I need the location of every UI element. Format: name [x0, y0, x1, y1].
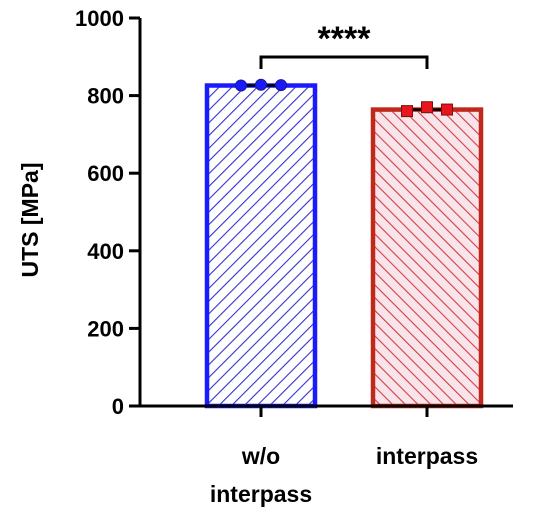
point-1-3 [275, 79, 287, 92]
bars [204, 83, 484, 409]
data-points [235, 78, 453, 118]
x-tick-label-line: interpass [210, 481, 312, 507]
y-tick-label-1000: 1000 [75, 6, 124, 31]
x-tick-label-line: interpass [376, 443, 478, 469]
y-tick-label-200: 200 [87, 316, 124, 341]
bar-1 [204, 83, 318, 409]
point-1-2 [255, 78, 267, 91]
x-tick-label-line: w/o [241, 443, 280, 469]
y-tick-label-400: 400 [87, 239, 124, 264]
y-axis-title: UTS [MPa] [17, 163, 43, 278]
x-tick-label-2: interpass [376, 443, 478, 469]
point-2-1 [401, 105, 413, 118]
x-axis: w/o interpass interpass [138, 404, 513, 507]
significance-label: **** [318, 20, 372, 58]
significance-bracket: **** [259, 20, 429, 69]
point-1-1 [235, 79, 247, 92]
point-2-3 [441, 103, 453, 116]
significance-line [259, 55, 429, 69]
y-tick-label-0: 0 [112, 394, 124, 419]
x-tick-label-1: w/o interpass [210, 443, 312, 507]
y-tick-label-800: 800 [87, 84, 124, 109]
y-axis: 0 200 400 600 800 1000 [75, 6, 142, 419]
y-tick-label-600: 600 [87, 161, 124, 186]
point-2-2 [421, 101, 433, 114]
bar-2 [370, 107, 484, 409]
